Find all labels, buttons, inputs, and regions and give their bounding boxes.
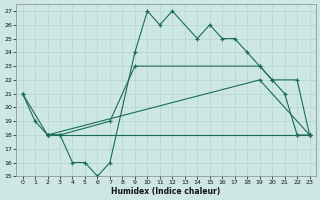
X-axis label: Humidex (Indice chaleur): Humidex (Indice chaleur) — [111, 187, 221, 196]
